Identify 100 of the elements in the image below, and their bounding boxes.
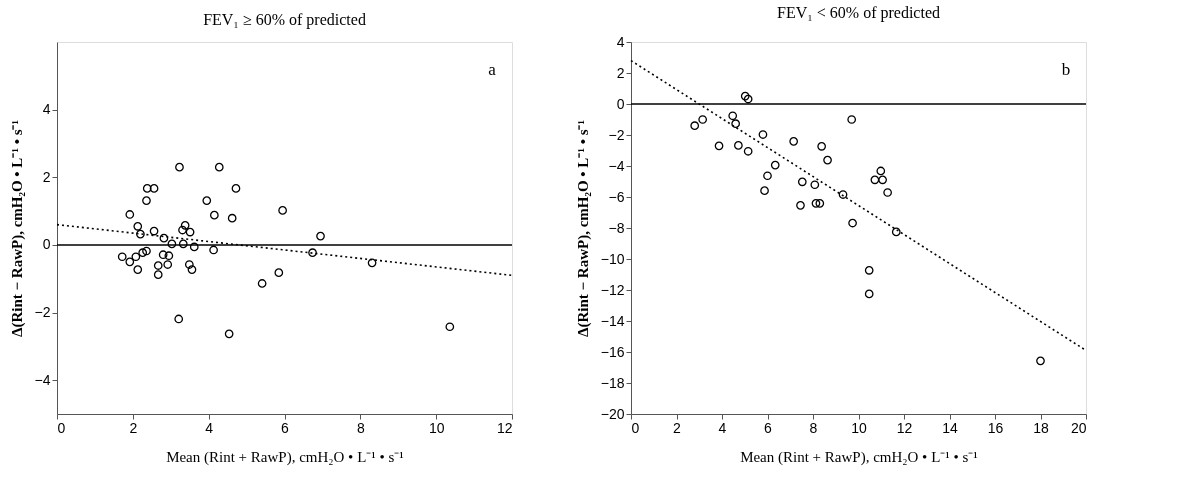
x-tick-label: 10: [428, 419, 445, 436]
y-tick-label: −10: [600, 250, 625, 267]
point: [202, 196, 212, 205]
point: [133, 221, 143, 231]
point: [847, 115, 857, 124]
point: [760, 186, 769, 195]
point: [142, 246, 151, 256]
x-tick-label: 8: [356, 419, 365, 436]
x-tick-label: 6: [281, 419, 290, 436]
point: [698, 115, 708, 124]
point: [796, 201, 805, 210]
point: [149, 226, 159, 236]
y-tick-label: −2: [608, 126, 625, 143]
y-tick-label: −4: [608, 157, 625, 174]
point: [187, 265, 197, 274]
point: [159, 233, 169, 243]
point: [838, 190, 848, 199]
y-tick-label: −14: [600, 312, 625, 329]
point: [714, 141, 724, 151]
x-tick-label: 20: [1070, 419, 1087, 436]
y-tick-label: 2: [42, 168, 51, 185]
point: [770, 160, 780, 170]
point: [810, 180, 820, 190]
point: [876, 166, 886, 176]
chart-title: FEV₁ ≥ 60% of predicted: [203, 11, 366, 29]
point: [142, 196, 151, 205]
x-axis-title: Mean (Rint + RawP), cmH₂O • L⁻¹ • s⁻¹: [166, 448, 404, 466]
x-tick-label: 12: [896, 419, 913, 436]
annotation: a: [488, 60, 497, 79]
x-tick-label: 8: [809, 419, 818, 436]
point: [864, 265, 874, 275]
point: [308, 248, 317, 258]
point: [178, 239, 188, 249]
point: [142, 184, 152, 193]
x-tick-label: 0: [57, 419, 66, 436]
chart-title: FEV₁ < 60% of predicted: [776, 4, 941, 22]
point: [864, 289, 874, 299]
y-axis-title: Δ(Rint − RawP), cmH₂O • L⁻¹ • s⁻¹: [574, 120, 592, 337]
y-tick-label: 0: [42, 236, 51, 253]
point: [138, 248, 148, 258]
point: [175, 162, 184, 172]
x-tick-label: 16: [987, 419, 1004, 436]
point: [743, 146, 753, 156]
y-tick-label: −6: [608, 188, 625, 205]
y-axis-title: Δ(Rint − RawP), cmH₂O • L⁻¹ • s⁻¹: [8, 120, 26, 337]
x-tick-label: 18: [1033, 419, 1049, 436]
point: [231, 184, 241, 193]
point: [209, 245, 218, 255]
x-tick-label: 2: [673, 419, 682, 436]
y-tick-label: 4: [42, 101, 51, 118]
y-tick-label: 4: [616, 33, 625, 50]
point: [690, 121, 700, 131]
x-tick-label: 4: [205, 419, 214, 436]
point: [125, 210, 135, 219]
point: [131, 252, 141, 262]
point: [227, 213, 237, 223]
point: [178, 225, 187, 235]
point: [164, 251, 174, 261]
point: [891, 227, 901, 237]
x-tick-label: 2: [129, 419, 138, 436]
y-tick-label: −20: [600, 405, 625, 422]
point: [878, 175, 887, 185]
x-tick-label: 6: [764, 419, 773, 436]
point: [257, 279, 267, 288]
y-tick-label: −2: [34, 304, 51, 321]
point: [163, 260, 173, 269]
x-tick-label: 14: [942, 419, 958, 436]
point: [278, 206, 287, 215]
point: [224, 329, 234, 339]
y-tick-label: 2: [616, 64, 625, 81]
y-tick-label: −4: [34, 371, 51, 388]
point: [167, 239, 177, 249]
point: [734, 141, 743, 150]
point: [789, 137, 799, 146]
point: [149, 184, 159, 193]
point: [133, 265, 143, 274]
point: [728, 111, 738, 121]
point: [274, 268, 284, 277]
x-tick-label: 4: [718, 419, 727, 436]
point: [185, 227, 195, 237]
point: [184, 260, 194, 269]
y-tick-label: −12: [600, 281, 625, 298]
point: [848, 218, 857, 228]
point: [797, 177, 807, 187]
point: [1036, 356, 1045, 366]
point: [316, 231, 325, 241]
point: [758, 130, 768, 139]
point: [189, 242, 199, 252]
point: [153, 270, 163, 280]
x-axis-title: Mean (Rint + RawP), cmH₂O • L⁻¹ • s⁻¹: [740, 448, 978, 466]
point: [158, 250, 168, 260]
y-tick-label: −8: [608, 219, 625, 236]
point: [445, 322, 455, 332]
annotation: b: [1061, 60, 1071, 79]
y-tick-label: −18: [600, 374, 625, 391]
y-tick-label: 0: [616, 95, 625, 112]
point: [763, 171, 772, 181]
point: [870, 175, 880, 185]
point: [180, 220, 190, 230]
x-tick-label: 12: [496, 419, 513, 436]
